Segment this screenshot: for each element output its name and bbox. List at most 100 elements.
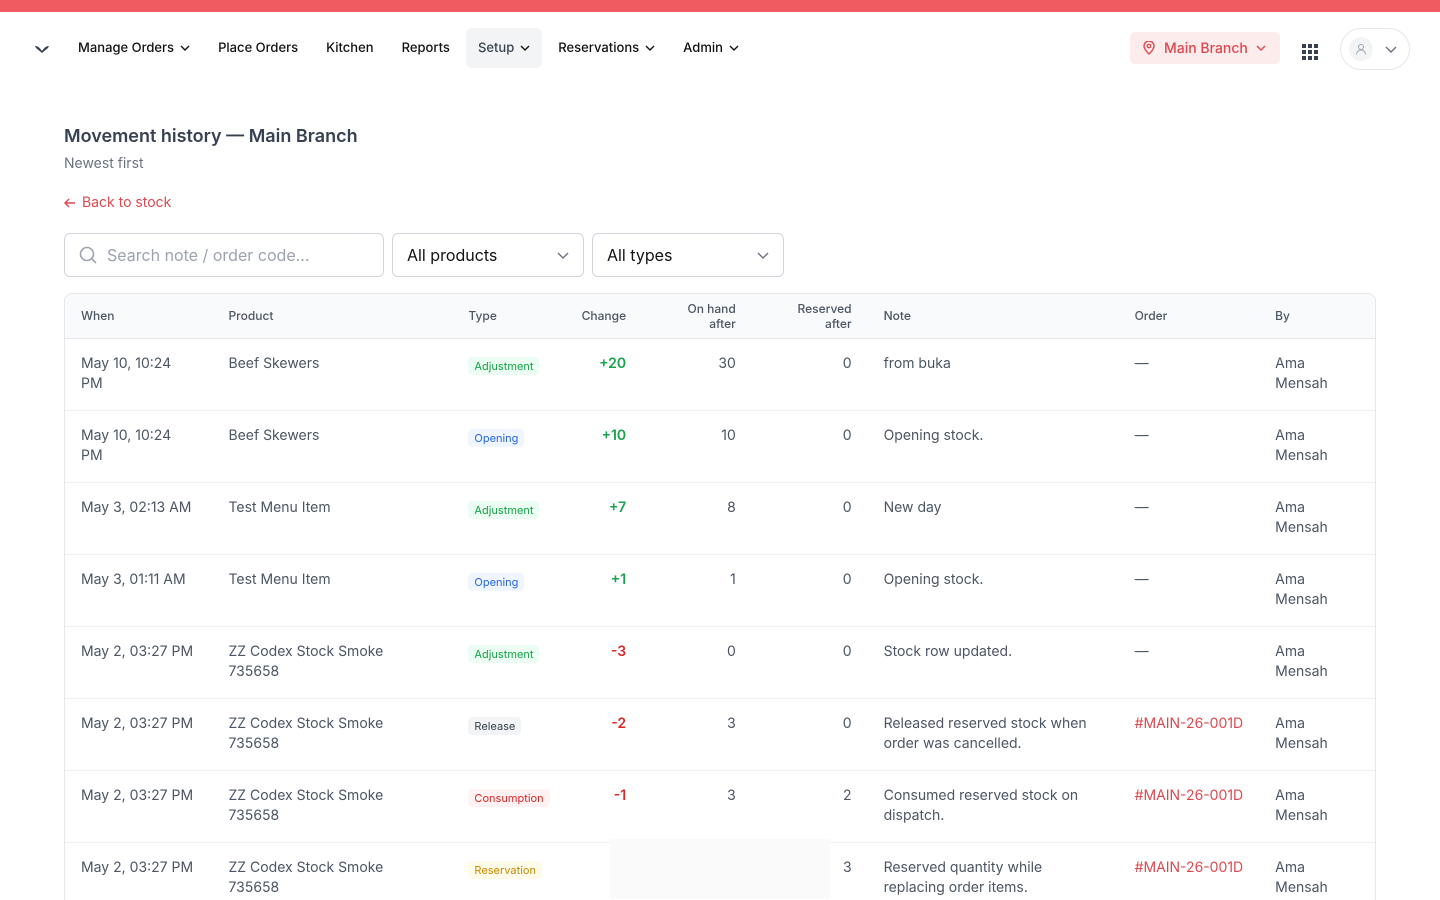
cell: ZZ Codex Stock Smoke 735658 — [212, 626, 453, 699]
column-header: Reserved after — [751, 294, 868, 339]
cell: 30 — [642, 338, 752, 411]
cell: Opening stock. — [867, 410, 1119, 483]
cell: 0 — [751, 482, 868, 555]
nav-item[interactable]: Setup — [465, 28, 543, 68]
type-select[interactable]: All types — [592, 233, 784, 277]
reserved-text: 0 — [842, 714, 852, 732]
product-text: ZZ Codex Stock Smoke 735658 — [228, 642, 384, 680]
column-header: Note — [867, 294, 1119, 339]
reserved-text: 0 — [842, 642, 852, 660]
page-subtitle: Newest first — [64, 155, 144, 172]
order-code[interactable]: #MAIN-26-001D — [1134, 786, 1244, 804]
cell: #MAIN-26-001D — [1118, 842, 1260, 900]
nav-item-label: Reservations — [558, 40, 640, 56]
cell: #MAIN-26-001D — [1118, 770, 1260, 843]
nav-item[interactable]: Manage Orders — [66, 28, 202, 68]
cell: — — [1118, 482, 1260, 555]
cell: 1 — [642, 554, 752, 627]
type-badge: Opening — [468, 428, 525, 447]
cell: -1 — [565, 770, 643, 843]
column-header: Product — [212, 294, 453, 339]
cell: 0 — [751, 626, 868, 699]
order-code: — — [1134, 642, 1149, 660]
note-text: Stock row updated. — [883, 642, 1013, 660]
by-text: Ama Mensah — [1275, 786, 1328, 824]
cell: 0 — [751, 410, 868, 483]
table-row: May 10, 10:24 PM Beef Skewers Opening +10 10… — [65, 410, 1375, 483]
cell: May 3, 01:11 AM — [65, 554, 213, 627]
product-select[interactable]: All products — [392, 233, 584, 277]
cell: May 2, 03:27 PM — [65, 626, 213, 699]
nav-item[interactable]: Admin — [671, 28, 751, 68]
cell: Consumed reserved stock on dispatch. — [867, 770, 1119, 843]
cell: 0 — [751, 554, 868, 627]
cell: Reservation — [452, 842, 566, 900]
table-row: May 3, 01:11 AM Test Menu Item Opening +1 1 0… — [65, 554, 1375, 627]
change-value: -2 — [611, 714, 627, 732]
cell: Beef Skewers — [212, 410, 453, 483]
cell: Ama Mensah — [1259, 338, 1375, 411]
nav-item-label: Place Orders — [218, 40, 299, 56]
branch-selector[interactable]: Main Branch — [1130, 32, 1280, 64]
cell: 2 — [751, 770, 868, 843]
product-text: ZZ Codex Stock Smoke 735658 — [228, 714, 384, 752]
nav-item-label: Setup — [477, 40, 515, 56]
cell: -3 — [565, 626, 643, 699]
column-header: Type — [452, 294, 566, 339]
cell: 3 — [642, 770, 752, 843]
cell: from buka — [867, 338, 1119, 411]
navbar: Manage Orders Place Orders Kitchen Reports S… — [0, 12, 1440, 84]
on-hand-text: 1 — [730, 570, 736, 588]
order-code[interactable]: #MAIN-26-001D — [1134, 858, 1244, 876]
product-text: Beef Skewers — [228, 426, 320, 444]
type-badge: Consumption — [468, 788, 550, 807]
cell: 0 — [751, 698, 868, 771]
user-menu[interactable] — [1340, 28, 1410, 70]
order-code: — — [1134, 570, 1149, 588]
product-text: Test Menu Item — [228, 498, 331, 516]
by-text: Ama Mensah — [1275, 426, 1328, 464]
product-select-value: All products — [407, 245, 498, 265]
apps-button[interactable] — [1302, 44, 1318, 60]
reserved-text: 3 — [842, 858, 852, 876]
on-hand-text: 30 — [718, 354, 736, 372]
nav-item[interactable]: Kitchen — [314, 28, 385, 68]
cell: Adjustment — [452, 626, 566, 699]
note-text: Released reserved stock when order was c… — [883, 714, 1087, 752]
nav-item[interactable]: Reservations — [546, 28, 667, 68]
cell: Ama Mensah — [1259, 698, 1375, 771]
order-code: — — [1134, 354, 1149, 372]
nav-item-label: Reports — [401, 40, 450, 56]
search-input[interactable]: Search note / order code... — [64, 233, 384, 277]
cell: May 10, 10:24 PM — [65, 338, 213, 411]
by-text: Ama Mensah — [1275, 714, 1328, 752]
on-hand-text: 0 — [726, 642, 736, 660]
page-title: Movement history — Main Branch — [64, 126, 358, 147]
cell: #MAIN-26-001D — [1118, 698, 1260, 771]
by-text: Ama Mensah — [1275, 642, 1328, 680]
cell: May 2, 03:27 PM — [65, 770, 213, 843]
when-text: May 10, 10:24 PM — [81, 354, 172, 392]
cell: Adjustment — [452, 338, 566, 411]
product-text: ZZ Codex Stock Smoke 735658 — [228, 858, 384, 896]
order-code: — — [1134, 426, 1149, 444]
note-text: Opening stock. — [883, 570, 984, 588]
when-text: May 2, 03:27 PM — [81, 858, 194, 876]
top-bar — [0, 0, 1440, 12]
cell: May 10, 10:24 PM — [65, 410, 213, 483]
cell: 3 — [642, 698, 752, 771]
reserved-text: 0 — [842, 354, 852, 372]
nav-item[interactable]: Place Orders — [206, 28, 310, 68]
on-hand-text: 8 — [727, 498, 736, 516]
cell: Adjustment — [452, 482, 566, 555]
cell: ZZ Codex Stock Smoke 735658 — [212, 770, 453, 843]
cell: May 3, 02:13 AM — [65, 482, 213, 555]
cell: Opening — [452, 554, 566, 627]
order-code[interactable]: #MAIN-26-001D — [1134, 714, 1244, 732]
cell: +20 — [565, 338, 643, 411]
nav-item[interactable]: Reports — [390, 28, 462, 68]
nav-item-label: Kitchen — [326, 40, 374, 56]
logo[interactable] — [34, 42, 50, 54]
back-link[interactable]: Back to stock — [64, 194, 1376, 211]
change-value: +1 — [610, 570, 627, 588]
